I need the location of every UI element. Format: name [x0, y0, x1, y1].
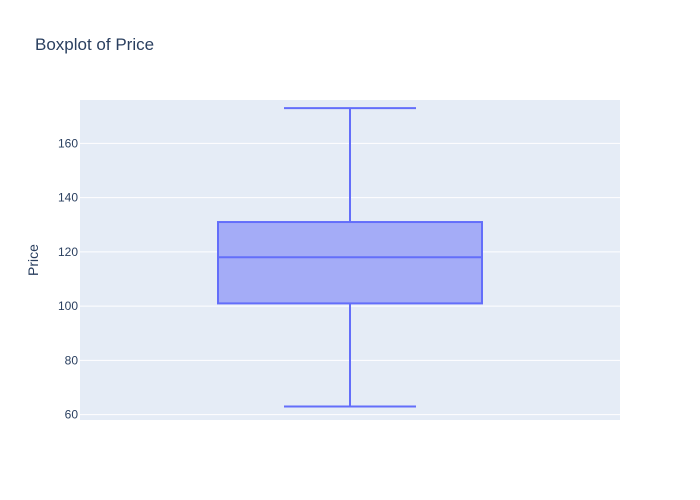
box-trace[interactable] — [217, 107, 483, 408]
y-tick-labels: 60 80 100 120 140 160 — [58, 136, 78, 421]
y-tick-label-120: 120 — [58, 245, 78, 259]
iqr-box — [217, 221, 483, 305]
y-tick-label-80: 80 — [65, 353, 79, 367]
y-tick-label-60: 60 — [65, 408, 79, 422]
y-tick-label-140: 140 — [58, 191, 78, 205]
y-axis-label: Price — [25, 244, 41, 276]
y-tick-label-160: 160 — [58, 136, 78, 150]
y-tick-label-100: 100 — [58, 299, 78, 313]
chart-title: Boxplot of Price — [35, 35, 154, 54]
